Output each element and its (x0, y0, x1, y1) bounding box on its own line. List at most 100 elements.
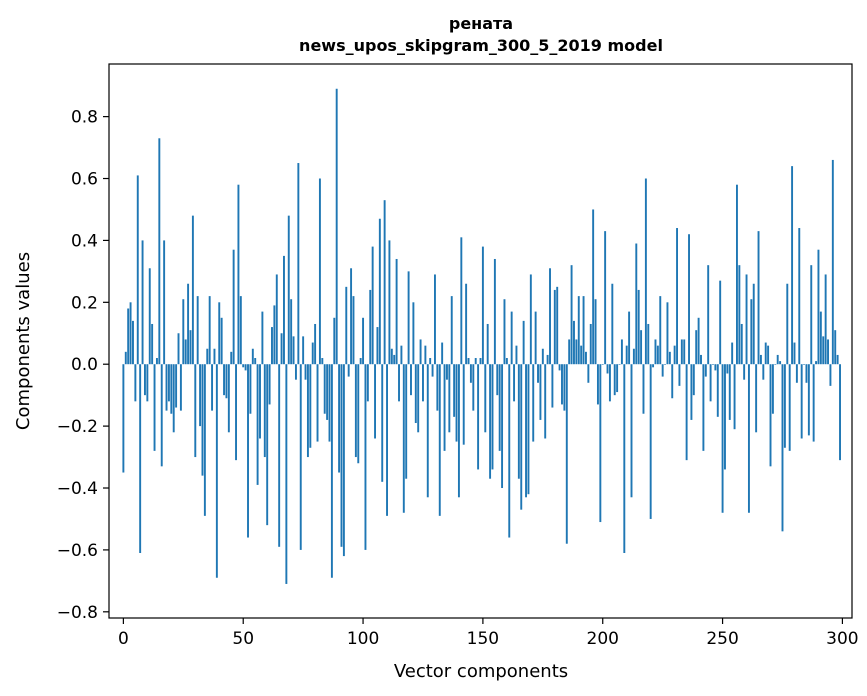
bar (577, 296, 580, 365)
bar (484, 364, 487, 433)
bar (201, 364, 204, 476)
bar (247, 364, 249, 538)
x-axis-ticks: 0 50 100 150 200 250 300 (118, 618, 859, 649)
bar (541, 348, 544, 365)
bar (539, 364, 542, 420)
bar (311, 342, 314, 365)
bar (472, 364, 475, 411)
bar (268, 364, 271, 405)
bar (263, 364, 266, 458)
bar (235, 364, 237, 461)
bar (745, 274, 748, 365)
bar (654, 339, 657, 365)
bar (486, 323, 489, 365)
bar (788, 364, 791, 451)
bar (673, 345, 676, 365)
x-tick-label: 0 (118, 629, 129, 649)
bar (371, 246, 374, 365)
bar (676, 228, 678, 365)
bar (606, 364, 609, 374)
bar (647, 323, 650, 365)
bar (623, 364, 626, 553)
bar (134, 364, 137, 402)
bar (793, 342, 796, 365)
bar (580, 345, 583, 365)
bar (549, 268, 551, 365)
y-tick-label: −0.8 (57, 603, 98, 623)
bar (354, 364, 357, 458)
bar (568, 339, 571, 365)
bar (251, 348, 254, 365)
bar (743, 364, 746, 380)
bar (774, 364, 777, 365)
bar (724, 364, 726, 470)
bar (318, 178, 321, 365)
bar (414, 364, 417, 424)
bar (146, 364, 149, 402)
bar (517, 364, 520, 479)
bar (237, 184, 240, 365)
bar (750, 299, 753, 365)
bar (151, 323, 154, 365)
bar (172, 364, 175, 433)
bar (508, 364, 511, 538)
bar (532, 364, 535, 442)
bar (596, 364, 599, 405)
bar (779, 361, 782, 365)
bar (395, 258, 398, 365)
bar (299, 364, 302, 550)
bar (388, 240, 391, 365)
bar (436, 364, 439, 411)
bar (422, 364, 424, 402)
bar (515, 345, 518, 365)
bar (410, 364, 412, 396)
bar (330, 364, 333, 578)
bar (728, 364, 731, 420)
bar (613, 364, 616, 396)
bar (170, 364, 173, 414)
bar (448, 364, 451, 433)
bar (659, 296, 662, 365)
bar (321, 358, 324, 365)
bar (242, 364, 245, 368)
bar (688, 234, 690, 365)
bar (587, 364, 590, 383)
bar (417, 364, 420, 433)
bar (148, 268, 151, 365)
bar (505, 358, 508, 365)
bar (668, 351, 671, 365)
bar (426, 364, 429, 498)
bar (558, 364, 561, 371)
bar (611, 283, 614, 365)
bar (357, 364, 360, 464)
bar (333, 317, 336, 365)
bar (244, 364, 247, 371)
bar (829, 364, 832, 386)
bar (798, 228, 801, 365)
bar (800, 364, 803, 439)
x-tick-label: 200 (587, 629, 619, 649)
bar (630, 364, 633, 498)
bar (767, 345, 770, 365)
y-tick-label: 0.0 (71, 355, 98, 375)
bar (419, 339, 422, 365)
bar (834, 330, 837, 365)
bar (215, 364, 218, 578)
bar (366, 364, 369, 402)
y-tick-label: 0.4 (71, 231, 98, 251)
bar (352, 296, 355, 365)
bar (822, 336, 825, 365)
bar (692, 364, 695, 396)
bar (529, 274, 532, 365)
bar (477, 364, 480, 470)
bar (450, 296, 453, 365)
bar (290, 299, 293, 365)
bar (582, 296, 585, 365)
bar (704, 364, 707, 377)
bar (465, 283, 468, 365)
x-tick-label: 250 (706, 629, 738, 649)
bar (733, 364, 736, 430)
bar (714, 364, 717, 371)
chart-title-line-1: рената (449, 14, 513, 33)
bar (124, 351, 127, 365)
